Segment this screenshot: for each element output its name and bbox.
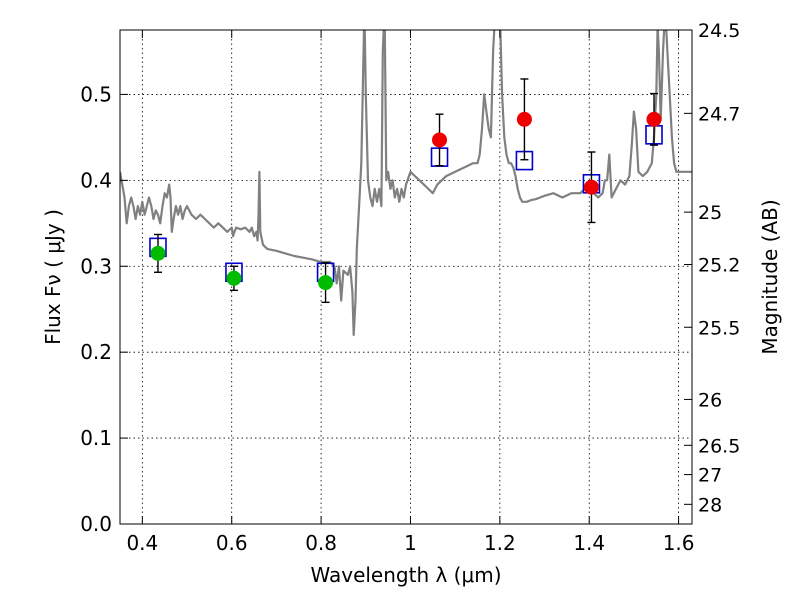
observed-flux-point — [318, 275, 334, 291]
grid — [120, 30, 692, 525]
x-tick-label: 1.2 — [484, 531, 516, 555]
x-tick-label: 0.4 — [126, 531, 158, 555]
observed-flux-point — [516, 111, 532, 127]
right-tick-label: 27 — [698, 465, 722, 487]
y-tick-label: 0.0 — [80, 512, 112, 536]
observed-flux-point — [432, 132, 448, 148]
y-axis-label: Flux Fν ( μJy ) — [41, 209, 65, 345]
plot-area — [120, 30, 692, 337]
right-tick-label: 26 — [698, 389, 722, 411]
x-tick-label: 1 — [404, 531, 417, 555]
plot-frame — [119, 29, 693, 525]
right-tick-label: 24.7 — [698, 103, 740, 125]
observed-flux-point — [583, 179, 599, 195]
spectrum-line — [120, 30, 692, 337]
right-tick-label: 25 — [698, 202, 722, 224]
x-axis-label: Wavelength λ (μm) — [310, 563, 501, 587]
x-tick-label: 1.6 — [663, 531, 695, 555]
right-tick-label: 25.2 — [698, 255, 740, 277]
y-tick-label: 0.3 — [80, 254, 112, 278]
y-axis-label-right: Magnitude (AB) — [758, 199, 782, 354]
x-tick-label: 0.6 — [216, 531, 248, 555]
axes: 0.4 0.6 0.8 1 1.2 1.4 1.6 0.0 0.1 0.2 0.3 0.4 0.5 24.… — [80, 20, 740, 555]
observed-flux-point — [646, 111, 662, 127]
observed-flux-point — [150, 245, 166, 261]
y-tick-label: 0.2 — [80, 340, 112, 364]
right-tick-label: 28 — [698, 494, 722, 516]
x-tick-label: 1.4 — [573, 531, 605, 555]
right-tick-label: 25.5 — [698, 317, 740, 339]
observed-flux-point — [226, 270, 242, 286]
y-tick-label: 0.5 — [80, 82, 112, 106]
y-tick-label: 0.1 — [80, 426, 112, 450]
x-tick-label: 0.8 — [305, 531, 337, 555]
y-tick-label: 0.4 — [80, 168, 112, 192]
right-tick-label: 26.5 — [698, 435, 740, 457]
right-tick-label: 24.5 — [698, 20, 740, 42]
